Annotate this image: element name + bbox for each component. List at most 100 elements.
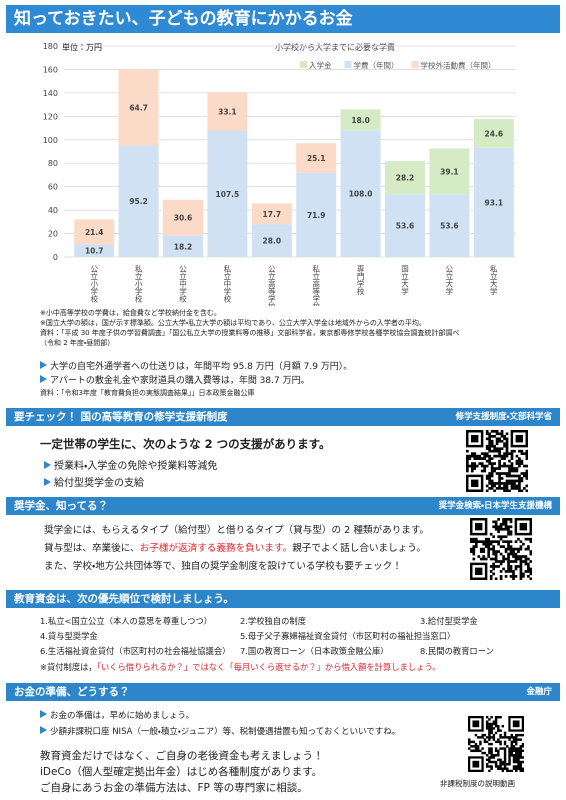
qr-module [527,570,530,573]
qr-module [503,482,506,485]
qr-module [510,457,514,460]
qr-module [488,765,491,768]
qr-module [508,769,511,772]
qr-module [500,447,504,451]
qr-module [490,482,494,485]
qr-module [503,736,507,739]
qr-module [482,555,486,558]
qr-module [503,442,506,446]
qr-module [497,518,500,521]
qr-module [498,449,501,453]
qr-module [504,570,508,573]
qr-module [523,474,526,478]
qr-module [488,724,491,728]
qr-module [492,520,495,524]
qr-module [470,540,473,543]
qr-module [529,577,532,580]
qr-module [523,472,526,475]
bar-segment [118,145,159,257]
qr-module [470,547,473,551]
qr-module [472,545,476,548]
qr-module [527,565,530,568]
qr-module [508,760,511,764]
qr-module [515,454,519,458]
qr-module [519,754,522,757]
savings-body: 教育資金だけではなく、ご自身の老後資金も考えましょう！ iDeCo（個人型確定拠… [40,748,324,796]
value-label: 30.6 [174,214,193,223]
qr-module [514,547,518,551]
qr-module [494,522,498,526]
qr-module [474,545,478,548]
qr-module [490,434,494,438]
qr-module [484,545,488,548]
qr-module [517,547,520,551]
priority-item: 1.私立<国立公立（本人の意思を尊重しつつ） [40,616,213,626]
qr-module [505,454,509,458]
qr-module [488,459,491,463]
qr-module [515,767,518,770]
qr-module [498,432,501,436]
qr-module [488,457,491,460]
qr-module [503,454,506,458]
qr-module [473,454,477,458]
qr-module [497,729,500,732]
qr-module [474,747,478,750]
qr-code[interactable] [466,430,528,492]
qr-module [519,749,522,753]
qr-module [470,462,474,465]
qr-module [519,557,523,561]
qr-module [512,547,515,551]
qr-module [500,439,504,443]
qr-module [505,432,509,436]
qr-module [470,452,474,455]
qr-module [489,575,493,578]
value-label: 53.6 [440,222,459,231]
value-label: 39.1 [440,167,459,176]
qr-module [494,577,498,580]
qr-module [476,747,480,750]
qr-module [489,577,493,580]
qr-module [488,462,491,465]
qr-module [525,454,528,458]
qr-module [475,457,479,460]
qr-module [505,484,509,488]
qr-code[interactable] [468,716,524,772]
bar-segment [118,69,159,146]
qr-module [490,449,494,453]
qr-module [507,518,510,521]
qr-module [502,527,505,531]
qr-module [492,565,495,568]
qr-module [497,550,500,553]
qr-module [504,535,508,539]
qr-module [466,457,469,460]
qr-module [505,449,509,453]
legend-swatch [300,61,307,68]
qr-module [524,570,528,573]
qr-code[interactable] [470,518,532,580]
qr-module [487,540,491,543]
text-line: 奨学金には、もらえるタイプ（給付型）と借りるタイプ（貸与型）の 2 種類がありま… [44,525,430,536]
qr-module [479,547,483,551]
qr-module [490,754,493,757]
qr-module [499,742,502,746]
text-line: ご自身にあうお金の準備方法は、FP 等の専門家に相談。 [40,782,308,794]
qr-module [495,472,499,475]
qr-module [495,432,499,436]
qr-module [519,567,523,571]
qr-module [502,540,505,543]
qr-module [504,522,508,526]
qr-module [498,479,501,483]
qr-module [494,749,498,753]
qr-module [492,552,495,556]
qr-module [492,557,495,561]
qr-module [490,724,493,728]
qr-module [518,482,521,485]
qr-module [508,467,511,470]
qr-finder [472,720,480,728]
qr-module [490,742,493,746]
x-tick-label: 公立小学校 [89,265,98,304]
qr-module [512,760,516,764]
qr-module [517,738,520,741]
qr-module [507,527,510,531]
qr-module [495,430,499,433]
